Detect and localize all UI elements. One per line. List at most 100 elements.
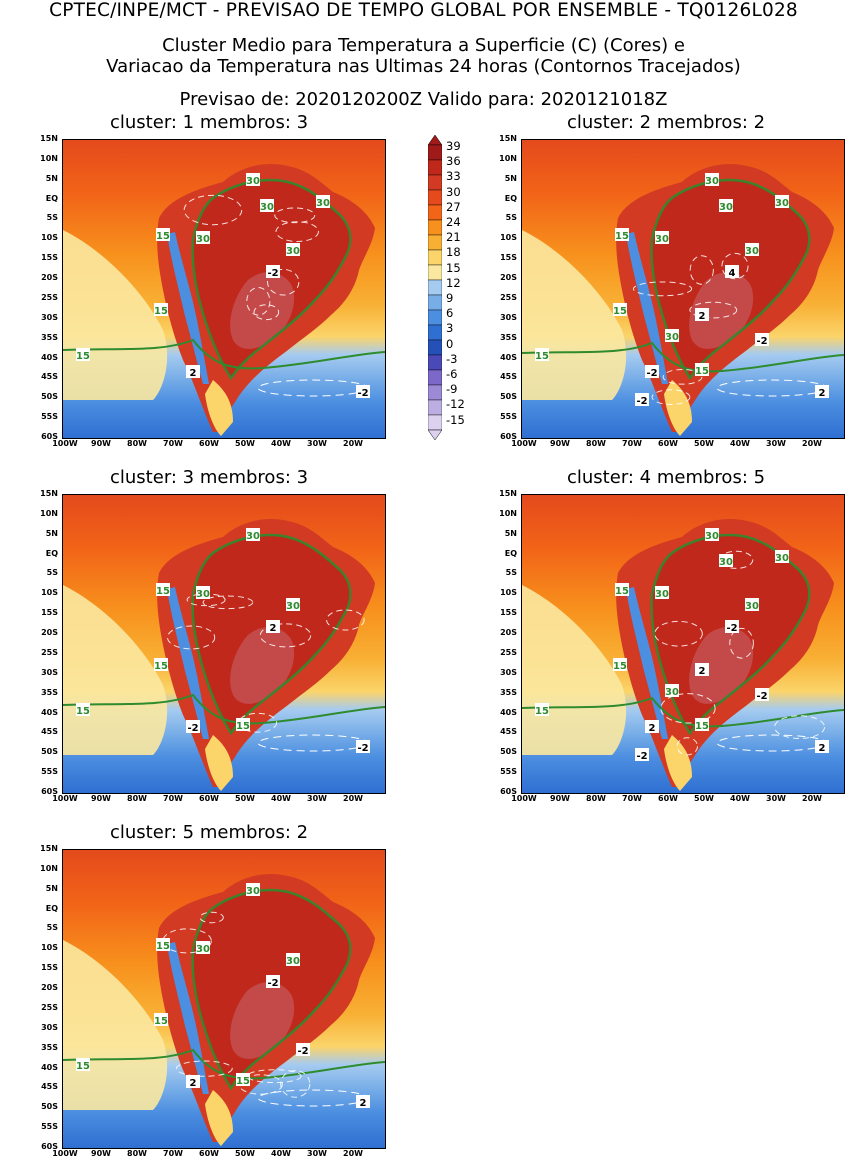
lat-tick-label: 15N bbox=[499, 134, 517, 143]
contour-label-30-text: 30 bbox=[775, 198, 789, 209]
lat-tick-label: 55S bbox=[41, 1122, 58, 1132]
variation-label: -2 bbox=[296, 1043, 310, 1057]
contour-label-15: 15 bbox=[76, 703, 90, 717]
variation-contour bbox=[774, 715, 826, 739]
lon-tick-label: 100W bbox=[511, 794, 537, 803]
variation-contour bbox=[651, 389, 691, 405]
contour-label-30-text: 30 bbox=[246, 531, 260, 542]
lon-tick-label: 90W bbox=[91, 439, 111, 448]
contour-label-30-text: 30 bbox=[665, 332, 679, 343]
contour-30 bbox=[191, 178, 352, 381]
variation-contour bbox=[689, 301, 738, 319]
contour-label-15: 15 bbox=[156, 938, 170, 952]
lat-tick-label: 40S bbox=[41, 707, 58, 717]
variation-label: 2 bbox=[815, 385, 829, 399]
variation-label: 2 bbox=[695, 663, 709, 677]
variation-contour bbox=[259, 623, 312, 648]
lat-tick-label: 35S bbox=[500, 687, 517, 697]
variation-label-text: 2 bbox=[699, 311, 706, 322]
lat-tick-label: 25S bbox=[500, 647, 517, 657]
variation-label: 2 bbox=[695, 308, 709, 322]
lon-tick-label: 20W bbox=[343, 794, 363, 803]
colorbar-tick-label: 30 bbox=[446, 184, 461, 199]
contour-label-30-text: 30 bbox=[655, 589, 669, 600]
map-panel-3: 30 30 30 15 15 15 15 -2 2 -2 bbox=[62, 494, 386, 794]
temperature-map-2: 30 30 30 30 30 30 15 15 15 15 -2 4 2 -2 2 -2 bbox=[522, 140, 844, 438]
variation-contour bbox=[721, 252, 749, 280]
colorbar-segment bbox=[428, 294, 442, 311]
map-panel-4: 30 30 30 30 30 30 15 15 15 15 2 -2 2 -2 2 -2 bbox=[521, 494, 845, 794]
lat-tick-label: 30S bbox=[41, 667, 58, 677]
lat-tick-label: 45S bbox=[41, 1082, 58, 1092]
contour-30 bbox=[650, 178, 811, 381]
lat-tick-label: EQ bbox=[45, 193, 58, 203]
lon-tick-label: 50W bbox=[235, 439, 255, 448]
contour-label-30: 30 bbox=[745, 243, 759, 257]
lat-tick-label: 50S bbox=[41, 1102, 58, 1112]
lon-tick-label: 60W bbox=[199, 794, 219, 803]
contour-label-30-text: 30 bbox=[719, 557, 733, 568]
lon-tick-label: 90W bbox=[550, 794, 570, 803]
lat-tick-label: 35S bbox=[41, 687, 58, 697]
lat-tick-label: 15N bbox=[40, 489, 58, 498]
lat-tick-label: 20S bbox=[500, 273, 517, 283]
contour-label-15: 15 bbox=[613, 303, 627, 317]
variation-label: -2 bbox=[755, 688, 769, 702]
lat-tick-label: 10S bbox=[500, 233, 517, 243]
contour-label-30-text: 30 bbox=[196, 944, 210, 955]
lat-tick-label: 60S bbox=[41, 1142, 58, 1151]
map-panel-5: 30 30 30 15 15 15 15 2 -2 2 -2 bbox=[62, 849, 386, 1149]
colorbar-segment bbox=[428, 219, 442, 236]
variation-contour bbox=[166, 625, 216, 650]
variation-label-text: -2 bbox=[357, 388, 368, 399]
lat-tick-label: 30S bbox=[41, 1022, 58, 1032]
patagonia bbox=[664, 735, 692, 791]
contour-label-30: 30 bbox=[260, 199, 274, 213]
contour-label-15: 15 bbox=[535, 703, 549, 717]
lon-tick-label: 30W bbox=[307, 439, 327, 448]
lat-tick-label: 5N bbox=[45, 173, 58, 183]
contour-label-15-text: 15 bbox=[76, 1061, 90, 1072]
lat-tick-label: 20S bbox=[500, 628, 517, 638]
variation-contour bbox=[175, 1060, 233, 1077]
contour-label-30: 30 bbox=[246, 883, 260, 897]
variation-contour bbox=[632, 281, 693, 297]
lon-tick-label: 100W bbox=[52, 1149, 78, 1158]
colorbar-segment bbox=[428, 309, 442, 326]
lon-tick-label: 80W bbox=[127, 439, 147, 448]
lat-tick-label: 20S bbox=[41, 628, 58, 638]
colorbar-tick-label: 15 bbox=[446, 260, 461, 275]
lat-tick-label: 10S bbox=[41, 233, 58, 243]
contour-label-15: 15 bbox=[156, 228, 170, 242]
colorbar-bottom-arrow bbox=[428, 429, 442, 440]
variation-label-text: -2 bbox=[726, 623, 737, 634]
lat-tick-label: 50S bbox=[41, 747, 58, 757]
variation-label-text: -2 bbox=[646, 368, 657, 379]
variation-contour bbox=[246, 286, 271, 316]
variation-label: 2 bbox=[186, 365, 200, 379]
lon-tick-label: 30W bbox=[307, 794, 327, 803]
colorbar-segment bbox=[428, 324, 442, 341]
continent-core bbox=[230, 982, 295, 1059]
lon-tick-label: 40W bbox=[730, 794, 750, 803]
lon-tick-label: 30W bbox=[307, 1149, 327, 1158]
lat-tick-label: 35S bbox=[500, 332, 517, 342]
contour-label-30-text: 30 bbox=[246, 176, 260, 187]
variation-label-text: -2 bbox=[756, 691, 767, 702]
lat-tick-label: 5N bbox=[45, 883, 58, 893]
contour-label-15-text: 15 bbox=[535, 706, 549, 717]
lon-tick-label: 20W bbox=[343, 1149, 363, 1158]
variation-contour bbox=[676, 737, 698, 756]
lat-tick-label: 15S bbox=[500, 253, 517, 263]
variation-contour bbox=[280, 1070, 311, 1098]
contour-label-30-text: 30 bbox=[705, 531, 719, 542]
colorbar-segment bbox=[428, 189, 442, 206]
variation-label-text: 2 bbox=[819, 743, 826, 754]
lat-tick-label: 60S bbox=[41, 432, 58, 441]
colorbar-segment bbox=[428, 369, 442, 386]
lat-tick-label: 55S bbox=[41, 412, 58, 422]
contour-label-30: 30 bbox=[719, 199, 733, 213]
lat-tick-label: 45S bbox=[41, 372, 58, 382]
lat-tick-label: 30S bbox=[41, 312, 58, 322]
contour-label-30: 30 bbox=[719, 554, 733, 568]
